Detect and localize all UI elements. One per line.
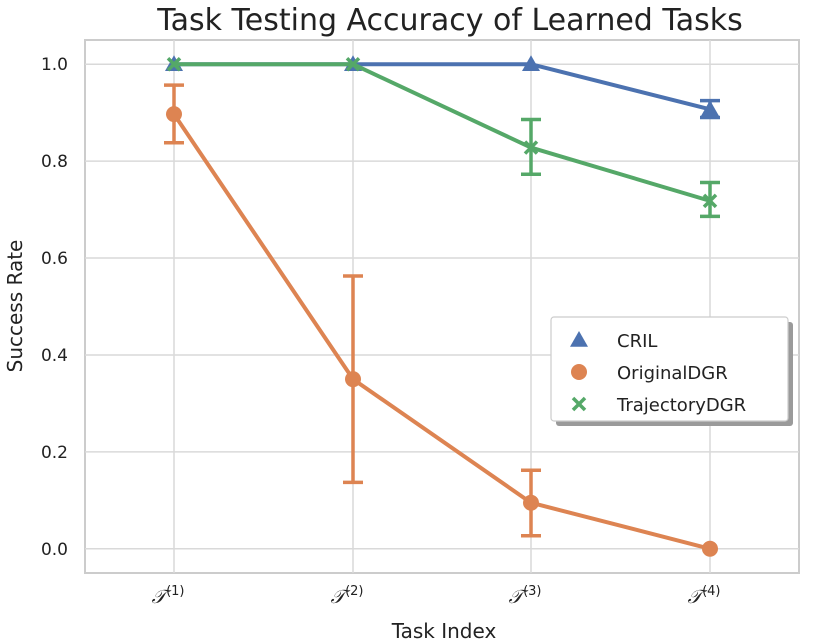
series-OriginalDGR xyxy=(164,83,718,557)
y-tick-label: 0.8 xyxy=(41,152,68,172)
y-tick-label: 0.0 xyxy=(41,540,68,560)
data-point xyxy=(522,55,540,71)
y-tick-label: 0.6 xyxy=(41,249,68,269)
legend-label: OriginalDGR xyxy=(617,363,728,384)
legend-marker xyxy=(570,331,588,347)
data-point xyxy=(702,193,718,209)
x-axis-label: Task Index xyxy=(391,619,497,640)
y-tick-label: 0.4 xyxy=(41,346,68,366)
data-point xyxy=(523,140,539,155)
legend-label: TrajectoryDGR xyxy=(616,395,746,416)
y-ticks: 0.0 0.2 0.4 0.6 0.8 1.0 xyxy=(41,55,68,560)
data-point xyxy=(345,56,361,72)
legend-marker-stroke xyxy=(571,396,587,412)
legend-label: CRIL xyxy=(617,331,657,352)
data-point-stroke xyxy=(702,193,718,209)
legend: CRIL OriginalDGR TrajectoryDGR xyxy=(550,316,793,426)
legend-marker xyxy=(571,396,587,412)
y-tick-label: 0.2 xyxy=(41,443,68,463)
x-ticks: 𝒯(1) 𝒯(2) 𝒯(3) 𝒯(4) xyxy=(152,584,721,608)
data-point xyxy=(702,540,718,557)
series-line xyxy=(172,112,712,551)
x-tick-label: 𝒯(2) xyxy=(331,584,364,608)
x-tick-label: 𝒯(3) xyxy=(509,584,542,608)
data-point xyxy=(701,100,719,117)
y-tick-label: 1.0 xyxy=(41,55,68,75)
chart-title: Task Testing Accuracy of Learned Tasks xyxy=(156,3,743,38)
legend-marker xyxy=(571,364,587,380)
series-layer xyxy=(164,55,720,557)
series-TrajectoryDGR xyxy=(166,56,720,219)
data-point-stroke xyxy=(166,56,182,72)
data-point-stroke xyxy=(345,56,361,72)
y-axis-label: Success Rate xyxy=(3,240,27,373)
plot-area xyxy=(84,39,800,574)
data-point xyxy=(523,494,539,511)
x-tick-label: 𝒯(4) xyxy=(688,584,721,608)
x-tick-label: 𝒯(1) xyxy=(152,584,185,608)
data-point xyxy=(166,56,182,72)
data-point-stroke xyxy=(523,140,539,155)
data-point xyxy=(345,371,361,388)
series-line xyxy=(172,62,712,203)
legend-box xyxy=(550,316,789,422)
data-point xyxy=(166,106,182,123)
